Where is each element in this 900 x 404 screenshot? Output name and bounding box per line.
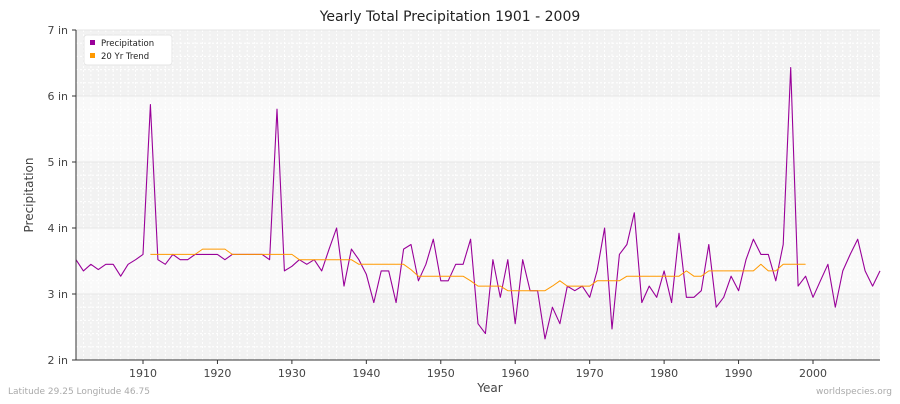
y-axis-label: Precipitation [22, 157, 36, 232]
footer-source: worldspecies.org [816, 387, 892, 397]
plot-band [76, 96, 880, 162]
chart-title: Yearly Total Precipitation 1901 - 2009 [319, 9, 581, 25]
legend-swatch-precipitation [90, 40, 95, 45]
axes [72, 29, 880, 364]
y-tick-label: 6 in [47, 90, 68, 103]
plot-band [76, 228, 880, 294]
legend-label-precipitation: Precipitation [101, 39, 154, 49]
tick-labels: 2 in 3 in 4 in 5 in 6 in 7 in 1910 1920 1930 1940… [47, 24, 827, 380]
y-tick-label: 3 in [47, 288, 68, 301]
x-axis-label: Year [476, 381, 502, 395]
series-line-trend [150, 248, 806, 292]
y-tick-label: 5 in [47, 156, 68, 169]
x-tick-label: 1920 [203, 367, 231, 380]
footer-location: Latitude 29.25 Longitude 46.75 [8, 387, 150, 397]
x-tick-label: 1960 [501, 367, 529, 380]
x-tick-label: 2000 [799, 367, 827, 380]
series-line-precipitation [75, 67, 881, 340]
x-tick-label: 1970 [576, 367, 604, 380]
y-tick-label: 2 in [47, 354, 68, 367]
x-tick-label: 1910 [129, 367, 157, 380]
legend-box [83, 34, 173, 66]
legend-label-trend: 20 Yr Trend [101, 52, 149, 62]
y-tick-label: 7 in [47, 24, 68, 37]
grid-lines [75, 29, 881, 361]
x-tick-label: 1980 [650, 367, 678, 380]
legend: Precipitation 20 Yr Trend [83, 34, 173, 66]
x-tick-label: 1930 [278, 367, 306, 380]
x-tick-label: 1950 [427, 367, 455, 380]
series-layer [75, 67, 881, 340]
legend-swatch-trend [90, 53, 95, 58]
x-tick-label: 1990 [725, 367, 753, 380]
x-tick-label: 1940 [352, 367, 380, 380]
y-tick-label: 4 in [47, 222, 68, 235]
